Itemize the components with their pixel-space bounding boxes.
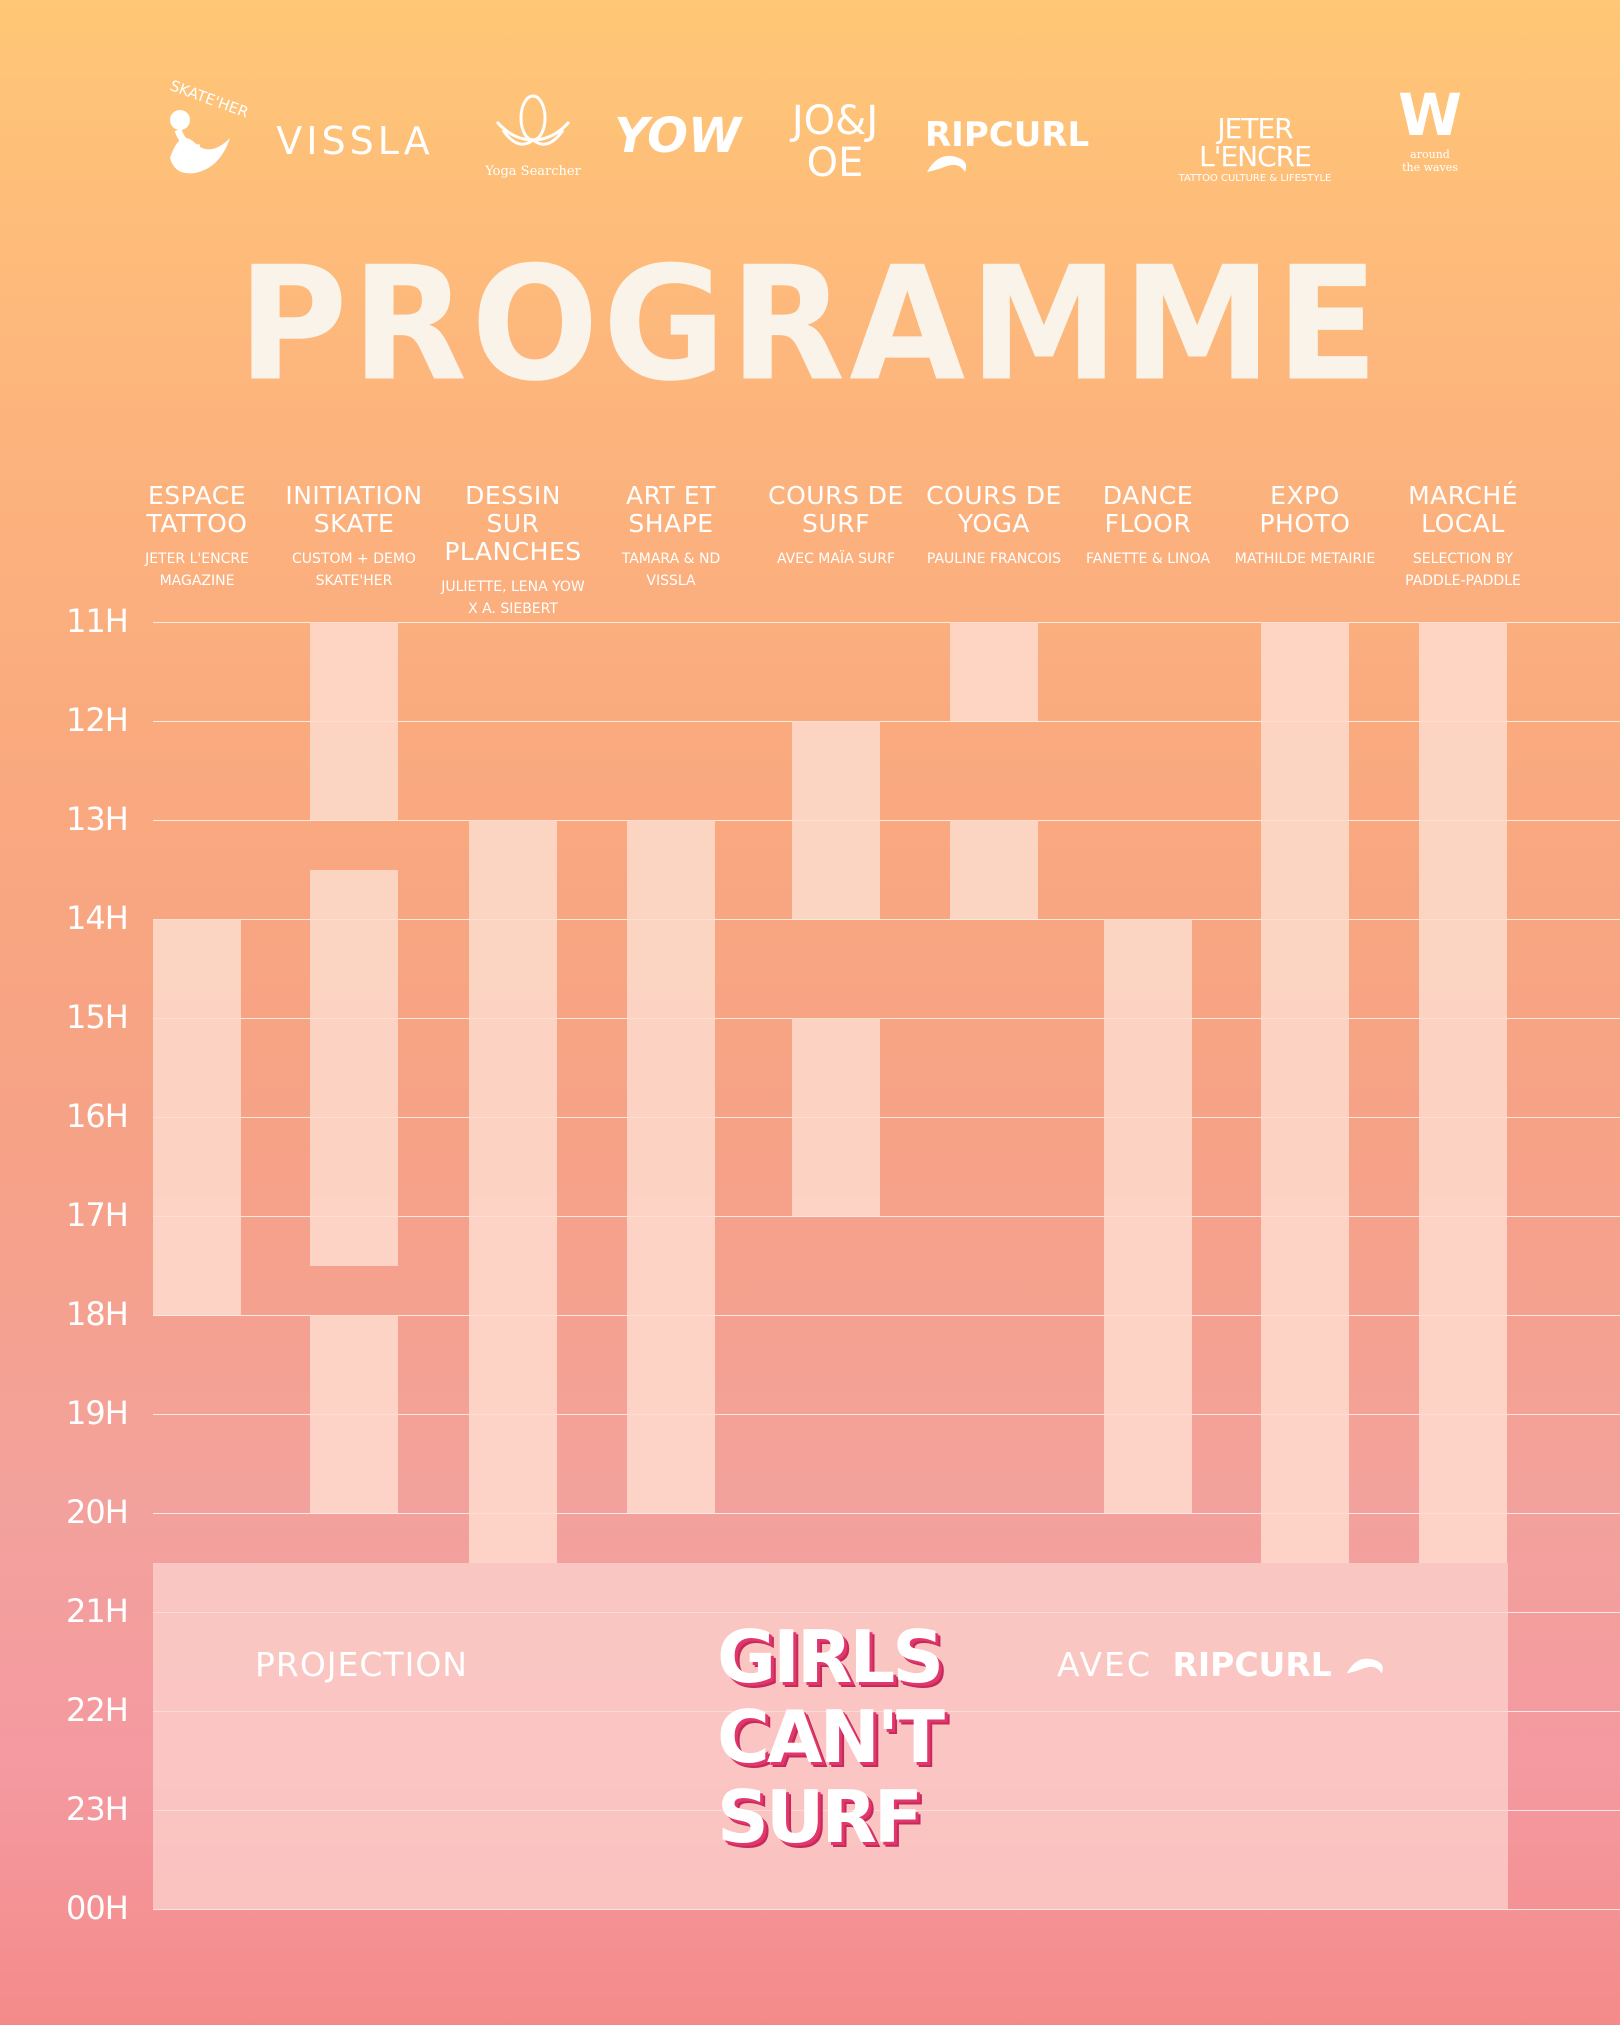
column-header: COURS DE SURF AVEC MAÏA SURF bbox=[761, 482, 911, 570]
ripcurl-logo-text: RIPCURL bbox=[925, 115, 1090, 155]
hour-gridline bbox=[153, 1117, 1620, 1118]
column-title: ESPACE TATTOO bbox=[146, 481, 248, 538]
column-header: INITIATION SKATE CUSTOM + DEMO SKATE'HER bbox=[279, 482, 429, 592]
projection-label: PROJECTION bbox=[255, 1645, 468, 1684]
schedule-block bbox=[627, 820, 715, 1513]
aroundthewaves-logo-mark: W bbox=[1398, 81, 1462, 149]
jeterlencre-logo-text: JETER L'ENCRE bbox=[1199, 112, 1312, 173]
schedule-block bbox=[792, 1018, 880, 1216]
skateher-logo: SKATE'HER bbox=[150, 77, 251, 183]
hour-label: 17H bbox=[66, 1196, 129, 1234]
hour-gridline bbox=[153, 1414, 1620, 1415]
yogasearcher-logo-text: Yoga Searcher bbox=[485, 164, 581, 179]
page-title: PROGRAMME bbox=[237, 233, 1383, 417]
jojoe-logo: JO&JOE bbox=[791, 98, 879, 186]
hour-label: 14H bbox=[66, 899, 129, 937]
hour-label: 19H bbox=[66, 1394, 129, 1432]
hour-gridline bbox=[153, 622, 1620, 623]
column-subtitle: CUSTOM + DEMO SKATE'HER bbox=[292, 551, 416, 589]
column-header: DESSIN SUR PLANCHES JULIETTE, LENA YOW X … bbox=[438, 482, 588, 620]
schedule-block bbox=[153, 919, 241, 1315]
column-title: COURS DE YOGA bbox=[926, 481, 1062, 538]
column-title: COURS DE SURF bbox=[768, 481, 904, 538]
hour-label: 12H bbox=[66, 701, 129, 739]
schedule-block bbox=[1104, 919, 1192, 1513]
schedule-block bbox=[792, 721, 880, 919]
hour-label: 00H bbox=[66, 1889, 129, 1927]
hour-gridline bbox=[153, 721, 1620, 722]
hour-label: 18H bbox=[66, 1295, 129, 1333]
column-subtitle: SELECTION BY PADDLE-PADDLE bbox=[1405, 551, 1521, 589]
hour-gridline bbox=[153, 1513, 1620, 1514]
hour-gridline bbox=[153, 1315, 1620, 1316]
film-title-line: CAN'T bbox=[717, 1695, 945, 1779]
ripcurl-logo: RIPCURL bbox=[925, 118, 1130, 178]
schedule-block bbox=[469, 820, 557, 1563]
column-header: ART ET SHAPE TAMARA & ND VISSLA bbox=[596, 482, 746, 592]
wave-icon bbox=[927, 155, 967, 172]
projection-partner-brand: RIPCURL bbox=[1172, 1645, 1332, 1684]
column-subtitle: JETER L'ENCRE MAGAZINE bbox=[145, 551, 249, 589]
column-subtitle: PAULINE FRANCOIS bbox=[926, 551, 1062, 567]
vissla-logo: VISSLA bbox=[276, 119, 434, 163]
column-title: DESSIN SUR PLANCHES bbox=[444, 481, 582, 566]
column-header: DANCE FLOOR FANETTE & LINOA bbox=[1073, 482, 1223, 570]
projection-partner: AVEC RIPCURL bbox=[1057, 1645, 1388, 1684]
film-title: GIRLS CAN'T SURF bbox=[717, 1615, 945, 1859]
hour-gridline bbox=[153, 1909, 1620, 1910]
hour-label: 21H bbox=[66, 1592, 129, 1630]
projection-block bbox=[153, 1562, 1508, 1909]
yogasearcher-logo: Yoga Searcher bbox=[478, 90, 588, 178]
schedule-block bbox=[1261, 622, 1349, 1563]
column-header: MARCHÉ LOCAL SELECTION BY PADDLE-PADDLE bbox=[1388, 482, 1538, 592]
column-title: INITIATION SKATE bbox=[285, 481, 423, 538]
column-header: EXPO PHOTO MATHILDE METAIRIE bbox=[1230, 482, 1380, 570]
hour-gridline bbox=[153, 919, 1620, 920]
column-subtitle: MATHILDE METAIRIE bbox=[1234, 551, 1376, 567]
aroundthewaves-logo: W around the waves bbox=[1375, 84, 1485, 174]
hour-label: 20H bbox=[66, 1493, 129, 1531]
hour-label: 16H bbox=[66, 1097, 129, 1135]
wave-icon bbox=[1346, 1658, 1384, 1673]
schedule-block bbox=[310, 1315, 398, 1513]
hour-label: 23H bbox=[66, 1790, 129, 1828]
column-header: ESPACE TATTOO JETER L'ENCRE MAGAZINE bbox=[122, 482, 272, 592]
projection-with-label: AVEC bbox=[1057, 1645, 1152, 1684]
yow-logo: YOW bbox=[614, 108, 741, 164]
hour-gridline bbox=[153, 820, 1620, 821]
hour-gridline bbox=[153, 1018, 1620, 1019]
film-title-line: SURF bbox=[717, 1775, 923, 1859]
column-subtitle: FANETTE & LINOA bbox=[1086, 551, 1210, 567]
jeterlencre-tagline: TATTOO CULTURE & LIFESTYLE bbox=[1178, 173, 1332, 184]
column-title: MARCHÉ LOCAL bbox=[1408, 481, 1518, 538]
column-title: DANCE FLOOR bbox=[1102, 481, 1194, 538]
column-subtitle: JULIETTE, LENA YOW X A. SIEBERT bbox=[441, 579, 585, 617]
hour-label: 11H bbox=[66, 602, 129, 640]
hour-label: 13H bbox=[66, 800, 129, 838]
schedule-block bbox=[950, 622, 1038, 721]
schedule-block bbox=[310, 869, 398, 1266]
column-subtitle: TAMARA & ND VISSLA bbox=[621, 551, 721, 589]
hour-label: 22H bbox=[66, 1691, 129, 1729]
column-title: ART ET SHAPE bbox=[626, 481, 716, 538]
schedule-block bbox=[310, 622, 398, 820]
schedule-block bbox=[1419, 622, 1507, 1563]
column-title: EXPO PHOTO bbox=[1259, 481, 1351, 538]
hour-gridline bbox=[153, 1216, 1620, 1217]
column-header: COURS DE YOGA PAULINE FRANCOIS bbox=[919, 482, 1069, 570]
film-title-line: GIRLS bbox=[717, 1615, 944, 1699]
hour-label: 15H bbox=[66, 998, 129, 1036]
lotus-icon bbox=[495, 94, 571, 146]
schedule-block bbox=[950, 820, 1038, 919]
jeterlencre-logo: JETER L'ENCRE TATTOO CULTURE & LIFESTYLE bbox=[1170, 115, 1340, 184]
column-subtitle: AVEC MAÏA SURF bbox=[776, 551, 896, 567]
aroundthewaves-tagline: around the waves bbox=[1402, 148, 1458, 174]
